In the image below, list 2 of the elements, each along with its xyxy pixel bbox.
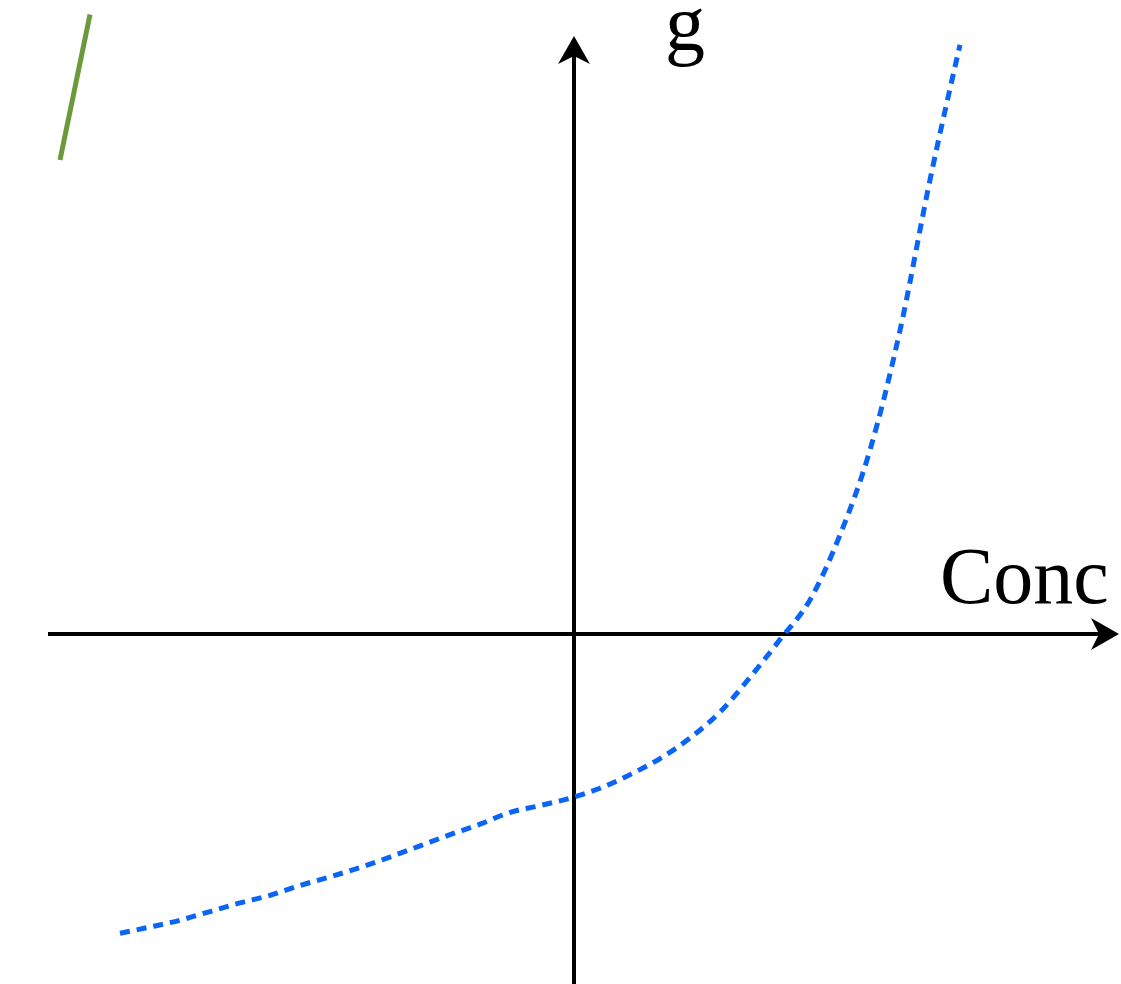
y-axis-title: g — [665, 0, 705, 67]
x-axis-title: Conc — [940, 532, 1109, 620]
